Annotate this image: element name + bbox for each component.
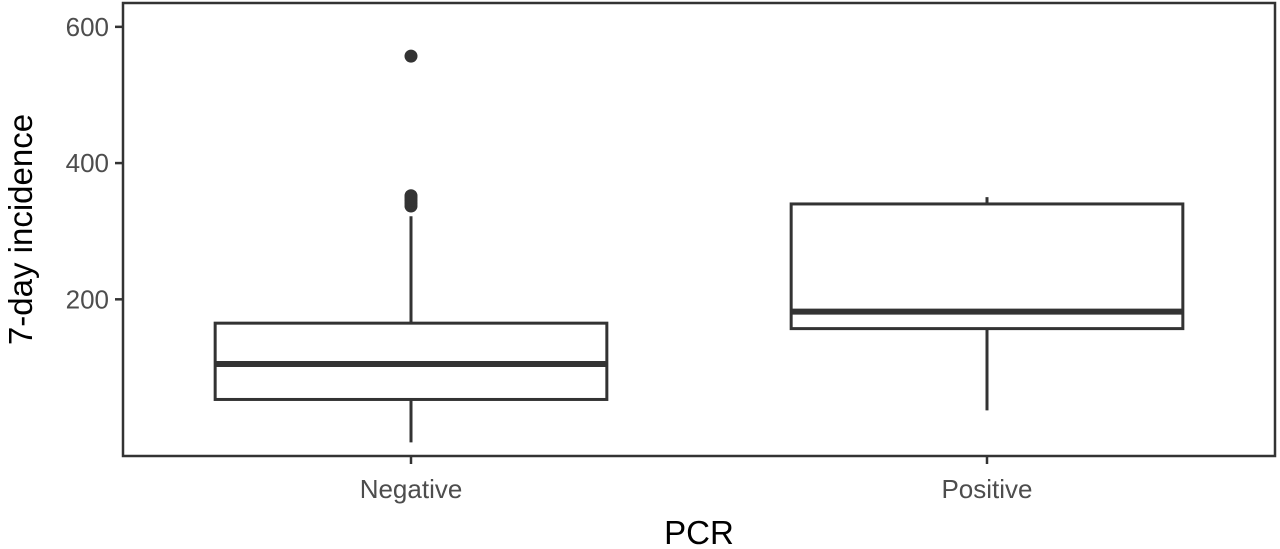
box-group: [789, 197, 1185, 411]
box-group: [213, 49, 609, 443]
outlier-point: [404, 189, 418, 203]
x-axis: Negative Positive: [360, 456, 1033, 504]
outlier-point: [404, 49, 418, 63]
y-tick-label: 200: [66, 284, 109, 314]
plot-panel-border: [121, 1, 1277, 458]
y-axis-title: 7-day incidence: [2, 114, 39, 345]
x-tick-label: Negative: [360, 474, 463, 504]
y-tick-label: 400: [66, 148, 109, 178]
x-axis-title: PCR: [664, 514, 734, 549]
interquartile-box: [789, 202, 1185, 331]
y-tick-label: 600: [66, 12, 109, 42]
y-axis: 200 400 600: [66, 12, 123, 314]
plot-marks: [213, 49, 1185, 443]
x-tick-label: Positive: [941, 474, 1032, 504]
